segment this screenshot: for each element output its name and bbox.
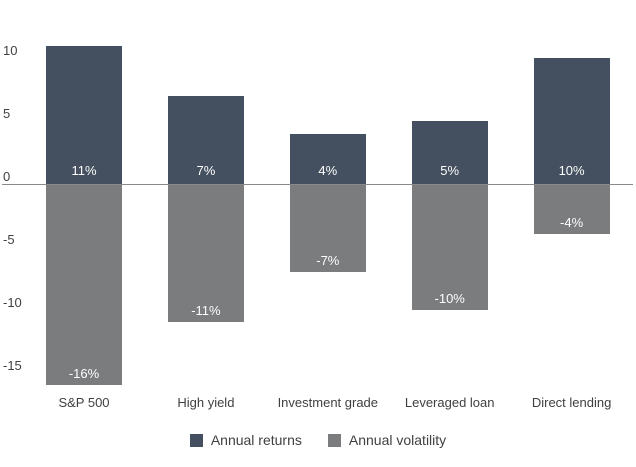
y-axis-tick-label: 10: [3, 43, 18, 59]
x-axis-category-label-leveraged-loan: Leveraged loan: [404, 395, 495, 410]
annual-volatility-bar-direct-lending: [533, 185, 610, 235]
annual-volatility-value-label: -16%: [68, 366, 100, 382]
annual-volatility-value-label: -10%: [434, 290, 465, 306]
annual-returns-bar-investment-grade: [289, 133, 366, 184]
annual-returns-value-label: 5%: [440, 163, 460, 178]
y-axis-tick-label: -10: [3, 294, 22, 310]
legend-label-annual-returns: Annual returns: [210, 432, 302, 448]
annual-volatility-bar-leveraged-loan: [411, 185, 488, 310]
legend-label-annual-volatility: Annual volatility: [348, 432, 447, 448]
x-axis-category-label-direct-lending: Direct lending: [531, 395, 612, 410]
annual-returns-value-label: 11%: [71, 163, 97, 178]
annual-volatility-bar-s-p-500: [46, 185, 122, 386]
legend-item-annual-volatility: Annual volatility: [327, 432, 447, 448]
x-axis-category-label-s-p-500: S&P 500: [58, 395, 110, 410]
annual-volatility-value-label: -11%: [191, 303, 221, 319]
annual-returns-value-label: 10%: [558, 163, 585, 178]
annual-volatility-swatch-icon: [327, 433, 341, 447]
y-axis-tick-label: 0: [3, 169, 11, 184]
x-axis-category-label-high-yield: High yield: [177, 395, 235, 410]
y-axis-tick-label: 5: [3, 106, 11, 122]
legend-item-annual-returns: Annual returns: [189, 432, 302, 448]
x-axis-category-label-investment-grade: Investment grade: [277, 395, 379, 410]
annual-volatility-bar-high-yield: [167, 185, 244, 323]
annual-volatility-value-label: -4%: [560, 215, 584, 231]
annual-returns-value-label: 7%: [196, 163, 216, 178]
zero-axis-line: [2, 184, 633, 185]
annual-returns-value-label: 4%: [318, 163, 338, 178]
annual-returns-bar-s-p-500: [46, 45, 122, 184]
annual-volatility-value-label: -7%: [316, 252, 340, 268]
annual-returns-bar-direct-lending: [533, 58, 610, 184]
y-axis-tick-label: -5: [3, 231, 15, 247]
legend: Annual returns Annual volatility: [0, 432, 636, 448]
annual-returns-bar-leveraged-loan: [411, 121, 488, 184]
y-axis-tick-label: -15: [3, 357, 22, 373]
annual-returns-bar-high-yield: [167, 96, 244, 184]
annual-returns-swatch-icon: [189, 433, 203, 447]
annual-volatility-bar-investment-grade: [289, 185, 366, 272]
